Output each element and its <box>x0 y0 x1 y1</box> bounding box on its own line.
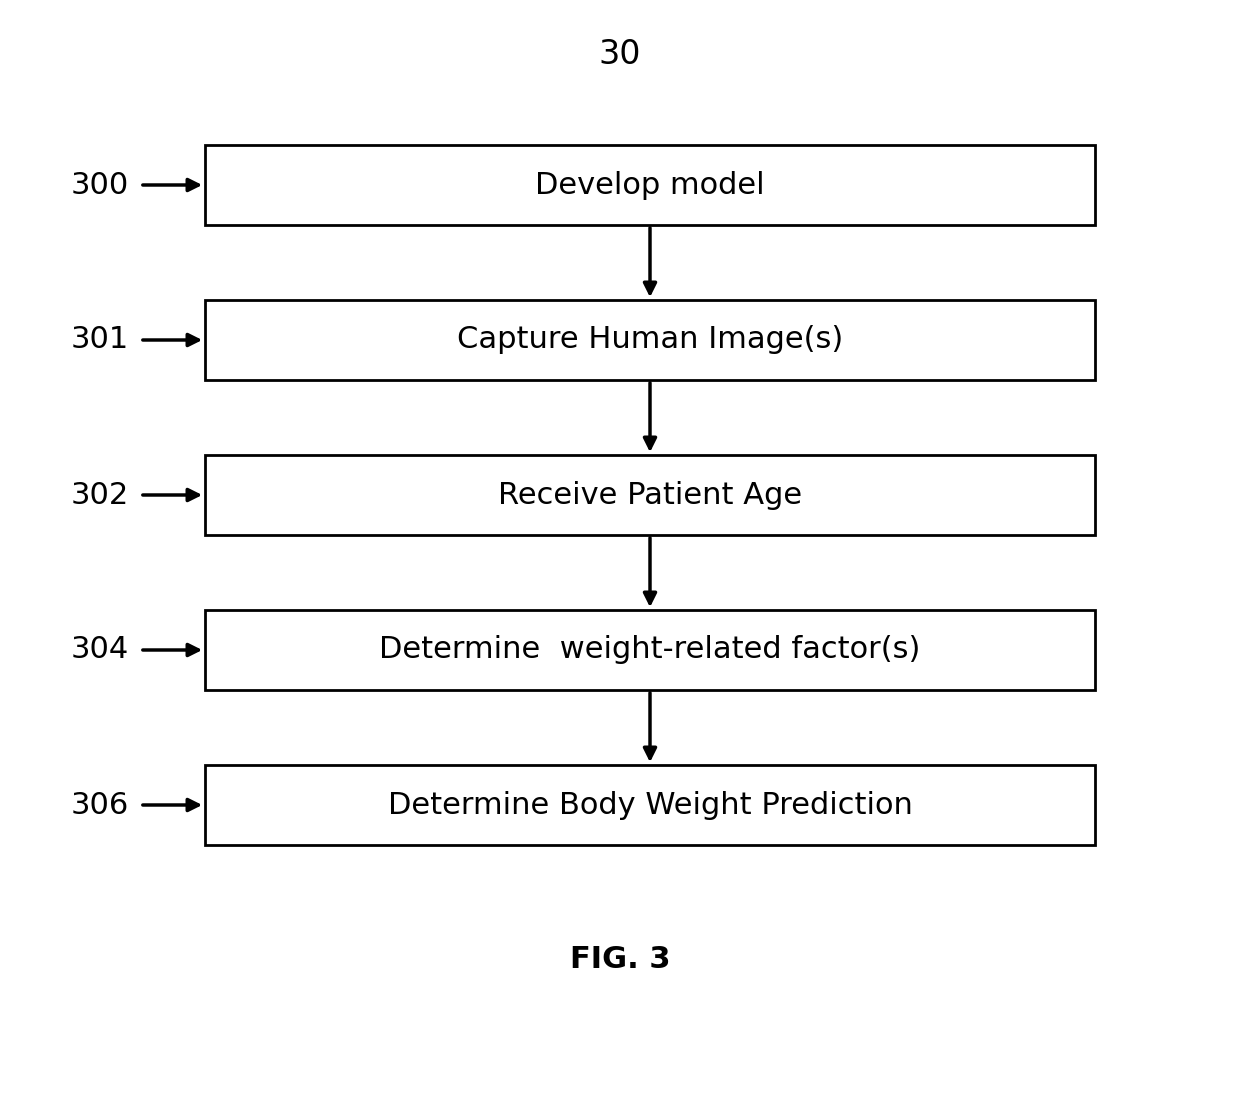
Text: Capture Human Image(s): Capture Human Image(s) <box>456 326 843 354</box>
Text: Develop model: Develop model <box>536 170 765 200</box>
Text: FIG. 3: FIG. 3 <box>569 945 671 974</box>
Text: 304: 304 <box>71 635 129 664</box>
Bar <box>205 146 1095 226</box>
Text: 30: 30 <box>599 39 641 71</box>
Text: Determine Body Weight Prediction: Determine Body Weight Prediction <box>388 791 913 820</box>
Text: 301: 301 <box>71 326 129 354</box>
Text: Receive Patient Age: Receive Patient Age <box>498 480 802 510</box>
Bar <box>205 300 1095 380</box>
Bar <box>205 765 1095 845</box>
Text: 300: 300 <box>71 170 129 200</box>
Bar <box>205 456 1095 536</box>
Text: 306: 306 <box>71 791 129 820</box>
Text: 302: 302 <box>71 480 129 510</box>
Bar <box>205 610 1095 690</box>
Text: Determine  weight-related factor(s): Determine weight-related factor(s) <box>379 635 920 664</box>
